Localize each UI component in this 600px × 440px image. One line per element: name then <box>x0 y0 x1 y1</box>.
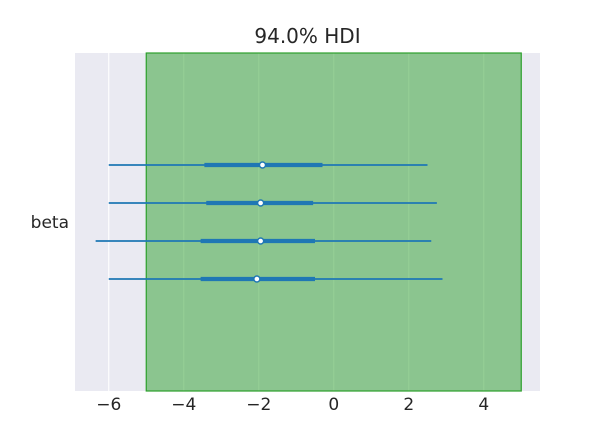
series-3 <box>108 275 443 283</box>
series-1 <box>108 199 437 207</box>
series-2 <box>95 237 432 245</box>
x-tick-label: 4 <box>478 395 489 415</box>
rope-band <box>145 52 522 392</box>
x-tick-label: −6 <box>96 395 121 415</box>
chart-title: 94.0% HDI <box>254 24 360 48</box>
x-tick-label: −4 <box>171 395 196 415</box>
median-point <box>253 275 261 283</box>
series-0 <box>108 161 428 169</box>
x-axis-ticks: −6 −4 −2 0 2 4 <box>96 395 489 415</box>
x-tick-label: −2 <box>246 395 271 415</box>
x-tick-label: 2 <box>403 395 414 415</box>
median-point <box>256 199 265 207</box>
median-point <box>256 237 265 245</box>
variable-label: beta <box>31 213 69 233</box>
hdi-series <box>95 161 443 283</box>
median-point <box>258 161 267 169</box>
x-tick-label: 0 <box>328 395 339 415</box>
